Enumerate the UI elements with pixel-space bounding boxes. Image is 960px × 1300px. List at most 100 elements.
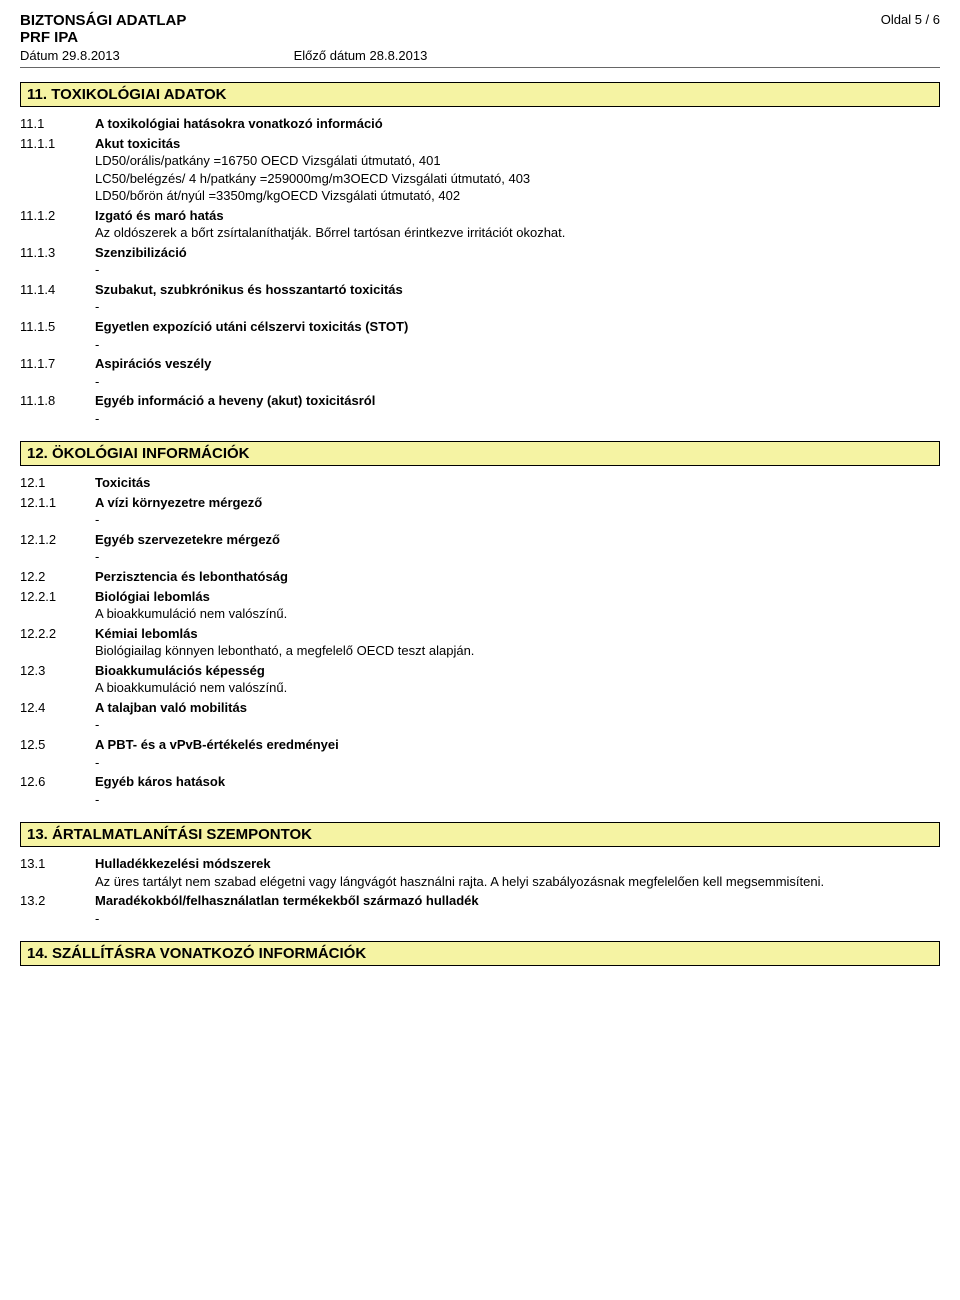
item-title: Egyéb információ a heveny (akut) toxicit… <box>95 392 940 410</box>
item-line: - <box>95 373 940 391</box>
item-row: 11.1.8Egyéb információ a heveny (akut) t… <box>20 392 940 427</box>
item-line: LD50/orális/patkány =16750 OECD Vizsgála… <box>95 152 940 170</box>
item-line: Biológiailag könnyen lebontható, a megfe… <box>95 642 940 660</box>
item-body: Biológiai lebomlásA bioakkumuláció nem v… <box>95 588 940 623</box>
item-line: LD50/bőrön át/nyúl =3350mg/kgOECD Vizsgá… <box>95 187 940 205</box>
item-body: Egyéb káros hatások- <box>95 773 940 808</box>
item-number: 12.4 <box>20 699 95 734</box>
page-number: Oldal 5 / 6 <box>881 12 940 27</box>
item-title: Aspirációs veszély <box>95 355 940 373</box>
item-row: 11.1.4Szubakut, szubkrónikus és hosszant… <box>20 281 940 316</box>
item-number: 12.1 <box>20 474 95 492</box>
item-body: Szenzibilizáció- <box>95 244 940 279</box>
item-row: 12.2.1Biológiai lebomlásA bioakkumuláció… <box>20 588 940 623</box>
item-line: - <box>95 511 940 529</box>
item-line: - <box>95 910 940 928</box>
item-row: 12.1.2Egyéb szervezetekre mérgező- <box>20 531 940 566</box>
section-13-body: 13.1Hulladékkezelési módszerekAz üres ta… <box>20 855 940 927</box>
item-line: - <box>95 716 940 734</box>
item-title: A toxikológiai hatásokra vonatkozó infor… <box>95 115 940 133</box>
header-dates: Dátum 29.8.2013 Előző dátum 28.8.2013 <box>20 48 881 63</box>
section-13-header: 13. ÁRTALMATLANÍTÁSI SZEMPONTOK <box>20 822 940 847</box>
item-line: Az oldószerek a bőrt zsírtalaníthatják. … <box>95 224 940 242</box>
item-body: A vízi környezetre mérgező- <box>95 494 940 529</box>
item-number: 12.2 <box>20 568 95 586</box>
item-number: 11.1.3 <box>20 244 95 279</box>
item-body: Toxicitás <box>95 474 940 492</box>
item-body: Egyéb szervezetekre mérgező- <box>95 531 940 566</box>
item-body: Kémiai lebomlásBiológiailag könnyen lebo… <box>95 625 940 660</box>
item-line: LC50/belégzés/ 4 h/patkány =259000mg/m3O… <box>95 170 940 188</box>
section-11-header: 11. TOXIKOLÓGIAI ADATOK <box>20 82 940 107</box>
item-line: Az üres tartályt nem szabad elégetni vag… <box>95 873 940 891</box>
item-line: A bioakkumuláció nem valószínű. <box>95 679 940 697</box>
item-title: Izgató és maró hatás <box>95 207 940 225</box>
item-title: Maradékokból/felhasználatlan termékekből… <box>95 892 940 910</box>
section-11-body: 11.1A toxikológiai hatásokra vonatkozó i… <box>20 115 940 427</box>
item-number: 11.1.4 <box>20 281 95 316</box>
date-previous: Előző dátum 28.8.2013 <box>294 48 428 63</box>
item-row: 12.6Egyéb káros hatások- <box>20 773 940 808</box>
section-12-body: 12.1Toxicitás 12.1.1A vízi környezetre mé… <box>20 474 940 808</box>
item-body: Izgató és maró hatásAz oldószerek a bőrt… <box>95 207 940 242</box>
item-row: 12.2Perzisztencia és lebonthatóság <box>20 568 940 586</box>
item-line: - <box>95 336 940 354</box>
item-row: 11.1.7Aspirációs veszély- <box>20 355 940 390</box>
item-title: Egyéb káros hatások <box>95 773 940 791</box>
item-number: 12.2.2 <box>20 625 95 660</box>
item-line: - <box>95 754 940 772</box>
item-body: Aspirációs veszély- <box>95 355 940 390</box>
item-row: 12.2.2Kémiai lebomlásBiológiailag könnye… <box>20 625 940 660</box>
item-title: Szubakut, szubkrónikus és hosszantartó t… <box>95 281 940 299</box>
item-number: 11.1.2 <box>20 207 95 242</box>
item-body: Perzisztencia és lebonthatóság <box>95 568 940 586</box>
page-header: BIZTONSÁGI ADATLAP PRF IPA Dátum 29.8.20… <box>20 12 940 68</box>
item-title: A vízi környezetre mérgező <box>95 494 940 512</box>
section-14-header: 14. SZÁLLÍTÁSRA VONATKOZÓ INFORMÁCIÓK <box>20 941 940 966</box>
item-body: A talajban való mobilitás- <box>95 699 940 734</box>
item-title: Egyetlen expozíció utáni célszervi toxic… <box>95 318 940 336</box>
item-number: 11.1 <box>20 115 95 133</box>
item-row: 13.1Hulladékkezelési módszerekAz üres ta… <box>20 855 940 890</box>
item-line: - <box>95 298 940 316</box>
item-row: 11.1.5Egyetlen expozíció utáni célszervi… <box>20 318 940 353</box>
item-title: Akut toxicitás <box>95 135 940 153</box>
item-row: 12.1Toxicitás <box>20 474 940 492</box>
item-row: 12.1.1A vízi környezetre mérgező- <box>20 494 940 529</box>
item-row: 11.1.2Izgató és maró hatásAz oldószerek … <box>20 207 940 242</box>
item-number: 12.5 <box>20 736 95 771</box>
item-title: Hulladékkezelési módszerek <box>95 855 940 873</box>
item-body: Maradékokból/felhasználatlan termékekből… <box>95 892 940 927</box>
item-line: - <box>95 791 940 809</box>
item-title: Szenzibilizáció <box>95 244 940 262</box>
item-body: A PBT- és a vPvB-értékelés eredményei- <box>95 736 940 771</box>
item-number: 11.1.5 <box>20 318 95 353</box>
item-row: 11.1A toxikológiai hatásokra vonatkozó i… <box>20 115 940 133</box>
header-left: BIZTONSÁGI ADATLAP PRF IPA Dátum 29.8.20… <box>20 12 881 63</box>
item-line: - <box>95 548 940 566</box>
item-title: Bioakkumulációs képesség <box>95 662 940 680</box>
date-current: Dátum 29.8.2013 <box>20 48 290 63</box>
item-body: Akut toxicitásLD50/orális/patkány =16750… <box>95 135 940 205</box>
item-number: 12.3 <box>20 662 95 697</box>
item-body: Bioakkumulációs képességA bioakkumuláció… <box>95 662 940 697</box>
item-body: Hulladékkezelési módszerekAz üres tartál… <box>95 855 940 890</box>
item-title: A talajban való mobilitás <box>95 699 940 717</box>
item-body: Szubakut, szubkrónikus és hosszantartó t… <box>95 281 940 316</box>
item-line: A bioakkumuláció nem valószínű. <box>95 605 940 623</box>
item-body: A toxikológiai hatásokra vonatkozó infor… <box>95 115 940 133</box>
item-title: Egyéb szervezetekre mérgező <box>95 531 940 549</box>
item-number: 11.1.8 <box>20 392 95 427</box>
item-number: 13.1 <box>20 855 95 890</box>
item-title: A PBT- és a vPvB-értékelés eredményei <box>95 736 940 754</box>
item-body: Egyéb információ a heveny (akut) toxicit… <box>95 392 940 427</box>
item-number: 12.6 <box>20 773 95 808</box>
item-title: Biológiai lebomlás <box>95 588 940 606</box>
item-row: 11.1.3Szenzibilizáció- <box>20 244 940 279</box>
item-line: - <box>95 261 940 279</box>
item-row: 12.5A PBT- és a vPvB-értékelés eredménye… <box>20 736 940 771</box>
product-name: PRF IPA <box>20 29 881 46</box>
item-number: 12.2.1 <box>20 588 95 623</box>
item-row: 12.4A talajban való mobilitás- <box>20 699 940 734</box>
item-body: Egyetlen expozíció utáni célszervi toxic… <box>95 318 940 353</box>
